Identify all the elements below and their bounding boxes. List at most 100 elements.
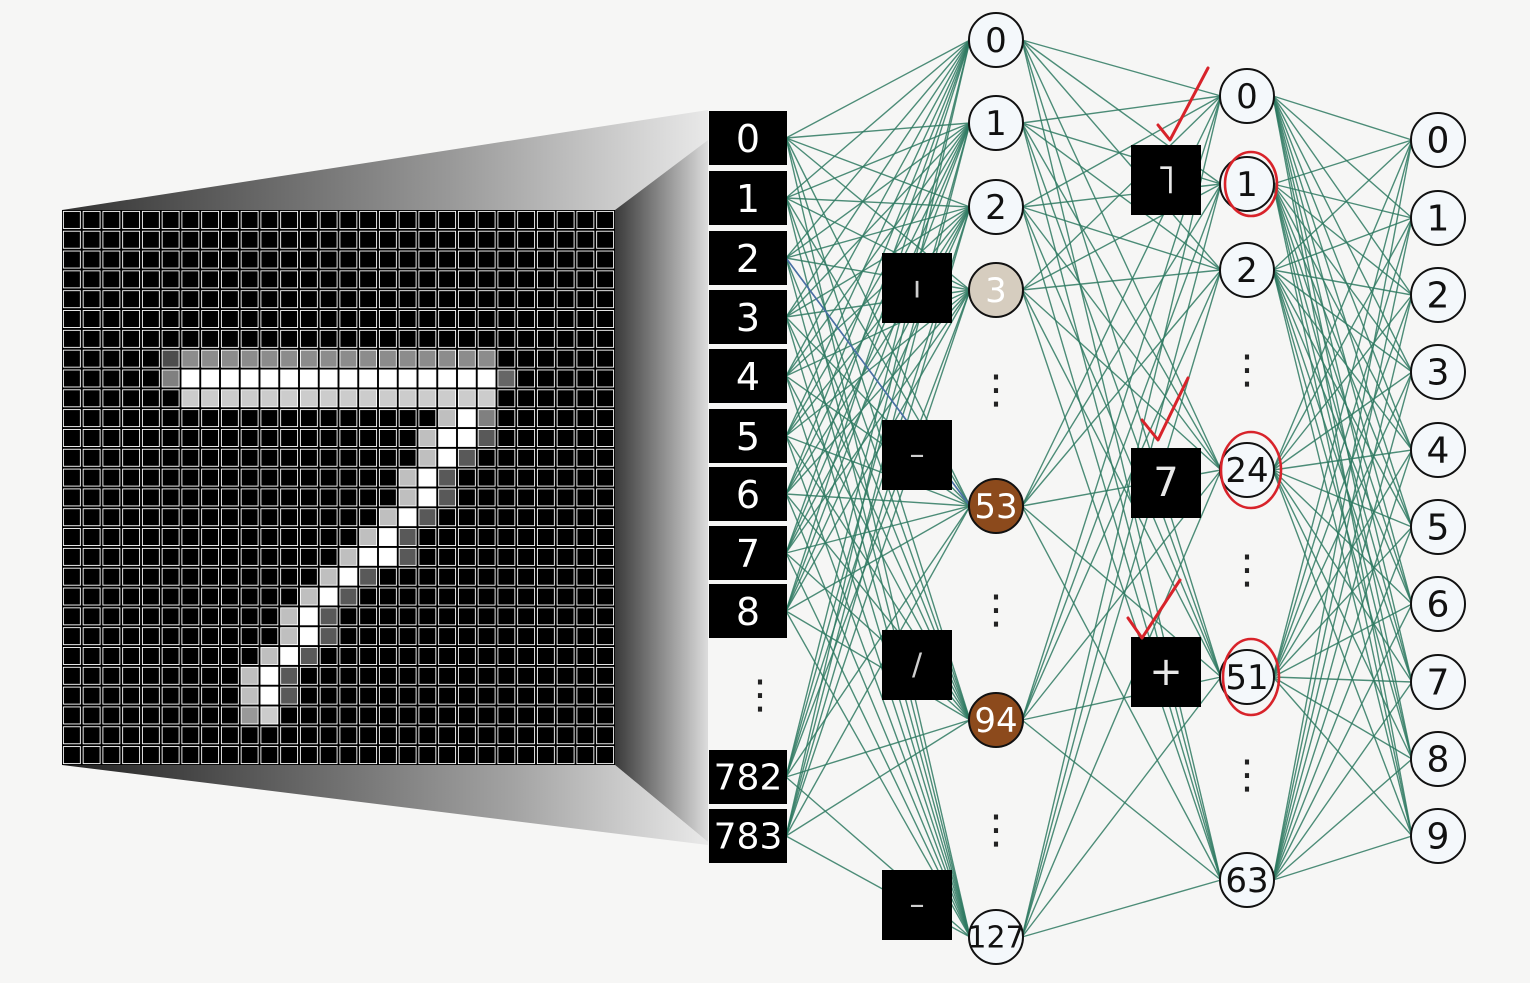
edge-hidden1-hidden2 <box>1021 505 1222 881</box>
pixel-cell <box>299 508 318 527</box>
pixel-cell <box>220 389 239 408</box>
pixel-cell <box>62 686 81 705</box>
hidden2-ellipsis: ⋮ <box>1227 547 1267 593</box>
pixel-cell <box>438 428 457 447</box>
pixel-cell <box>82 647 101 665</box>
pixel-cell <box>161 488 180 507</box>
pixel-cell <box>141 647 160 665</box>
pixel-cell <box>62 726 81 745</box>
pixel-cell <box>359 607 378 626</box>
pixel-cell <box>319 230 338 249</box>
pixel-cell <box>102 250 121 269</box>
pixel-cell <box>280 547 299 566</box>
pixel-cell <box>181 428 200 447</box>
circle-annotation-icon <box>1219 430 1283 510</box>
pixel-cell <box>536 528 555 547</box>
pixel-cell <box>359 686 378 705</box>
pixel-cell <box>418 587 437 606</box>
pixel-cell <box>220 290 239 309</box>
pixel-cell <box>280 528 299 547</box>
edge-hidden2-output <box>1272 139 1413 185</box>
pixel-cell <box>576 508 595 527</box>
pixel-cell <box>102 627 121 646</box>
pixel-cell <box>497 310 516 328</box>
pixel-cell <box>576 329 595 348</box>
pixel-cell <box>82 389 101 408</box>
pixel-cell <box>141 448 160 467</box>
pixel-cell <box>438 369 457 388</box>
pixel-cell <box>398 389 417 408</box>
pixel-cell <box>477 230 496 249</box>
output-neuron <box>1410 190 1466 246</box>
pixel-cell <box>141 488 160 507</box>
pixel-cell <box>299 627 318 646</box>
pixel-cell <box>141 567 160 586</box>
pixel-cell <box>62 210 81 229</box>
edge-hidden2-output <box>1272 371 1413 881</box>
edge-hidden1-hidden2 <box>1021 122 1222 271</box>
edge-hidden2-output <box>1272 676 1413 683</box>
pixel-cell <box>339 746 358 765</box>
pixel-cell <box>517 250 536 269</box>
pixel-cell <box>497 528 516 547</box>
pixel-cell <box>220 369 239 388</box>
edge-hidden2-output <box>1272 269 1413 605</box>
pixel-cell <box>220 230 239 249</box>
pixel-cell <box>418 349 437 368</box>
pixel-cell <box>339 607 358 626</box>
pixel-cell <box>477 210 496 229</box>
pixel-cell <box>82 686 101 705</box>
pixel-cell <box>181 250 200 269</box>
pixel-cell <box>240 290 259 309</box>
edge-input-hidden1 <box>785 122 971 495</box>
pixel-cell <box>181 706 200 725</box>
pixel-cell <box>536 547 555 566</box>
hidden1-neuron-label: 53 <box>974 487 1017 527</box>
pixel-cell <box>359 587 378 606</box>
pixel-cell <box>596 369 615 388</box>
pixel-cell <box>398 250 417 269</box>
pixel-cell <box>181 369 200 388</box>
hidden1-neuron <box>968 262 1024 318</box>
pixel-cell <box>102 290 121 309</box>
pixel-cell <box>418 329 437 348</box>
pixel-cell <box>378 666 397 685</box>
input-neuron-label: 7 <box>736 532 760 576</box>
output-neuron-label: 8 <box>1427 740 1450 781</box>
pixel-cell <box>260 587 279 606</box>
hidden2-ellipsis: ⋮ <box>1227 347 1267 393</box>
pixel-cell <box>477 607 496 626</box>
edge-hidden2-output <box>1272 294 1413 471</box>
pixel-cell <box>161 329 180 348</box>
pixel-cell <box>576 488 595 507</box>
output-neuron-label: 5 <box>1427 508 1450 549</box>
output-neuron-label: 4 <box>1427 431 1450 472</box>
pixel-cell <box>161 508 180 527</box>
pixel-cell <box>418 607 437 626</box>
pixel-cell <box>457 587 476 606</box>
edge-hidden2-output <box>1272 183 1413 296</box>
pixel-cell <box>181 627 200 646</box>
pixel-cell <box>378 448 397 467</box>
pixel-cell <box>299 607 318 626</box>
pixel-cell <box>339 250 358 269</box>
output-neuron <box>1410 654 1466 710</box>
pixel-cell <box>299 468 318 487</box>
pixel-cell <box>576 369 595 388</box>
pixel-cell <box>576 448 595 467</box>
pixel-cell <box>161 607 180 626</box>
edge-hidden1-hidden2 <box>1021 122 1222 678</box>
hidden2-neuron <box>1219 649 1275 705</box>
mnist-digit-pixel-grid <box>62 210 615 765</box>
edge-hidden2-output <box>1272 183 1413 373</box>
pixel-cell <box>438 210 457 229</box>
pixel-cell <box>201 329 220 348</box>
pixel-cell <box>122 567 141 586</box>
hidden1-neuron-label: 2 <box>985 188 1007 228</box>
edge-hidden2-output <box>1272 269 1413 451</box>
pixel-cell <box>378 647 397 665</box>
pixel-cell <box>161 349 180 368</box>
edge-input-hidden1 <box>785 39 971 778</box>
pixel-cell <box>62 666 81 685</box>
pixel-cell <box>477 547 496 566</box>
